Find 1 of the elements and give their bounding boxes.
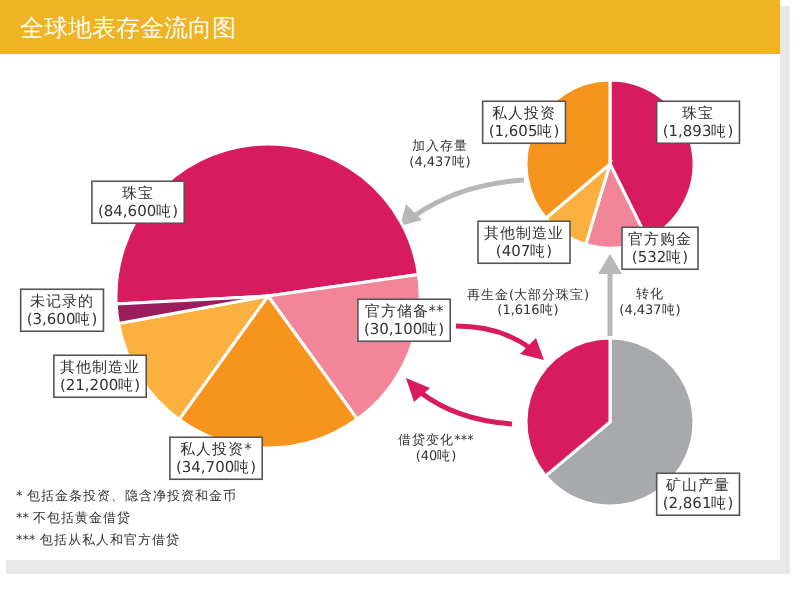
chart-title: 全球地表存金流向图: [20, 14, 236, 42]
